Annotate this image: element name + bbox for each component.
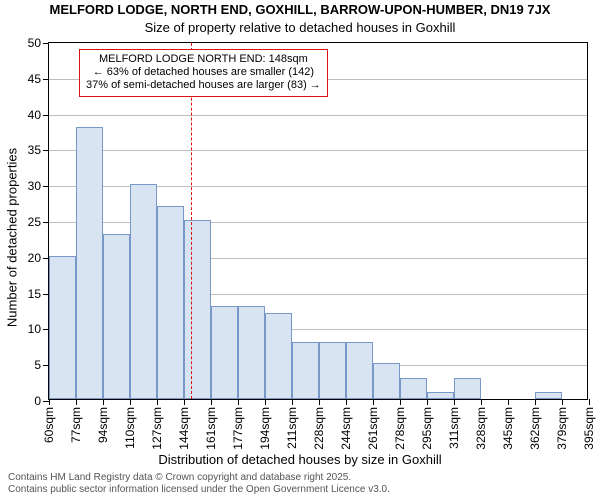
y-tick-label: 10 bbox=[28, 322, 41, 336]
histogram-bar bbox=[265, 313, 292, 399]
x-tick bbox=[589, 399, 590, 405]
x-tick-label: 362sqm bbox=[528, 407, 542, 450]
chart-title-line1: MELFORD LODGE, NORTH END, GOXHILL, BARRO… bbox=[0, 2, 600, 17]
y-tick bbox=[43, 186, 49, 187]
y-axis-label-wrap: Number of detached properties bbox=[2, 0, 18, 500]
x-tick bbox=[481, 399, 482, 405]
x-tick bbox=[76, 399, 77, 405]
footer-line1: Contains HM Land Registry data © Crown c… bbox=[8, 472, 390, 484]
x-tick-label: 177sqm bbox=[231, 407, 245, 450]
y-tick-label: 40 bbox=[28, 108, 41, 122]
x-tick bbox=[265, 399, 266, 405]
histogram-bar bbox=[535, 392, 562, 399]
histogram-bar bbox=[238, 306, 265, 399]
x-tick bbox=[157, 399, 158, 405]
gridline-h bbox=[49, 115, 587, 116]
x-tick-label: 345sqm bbox=[501, 407, 515, 450]
y-tick-label: 0 bbox=[34, 394, 41, 408]
x-tick bbox=[454, 399, 455, 405]
histogram-bar bbox=[346, 342, 373, 399]
y-tick-label: 45 bbox=[28, 72, 41, 86]
x-tick bbox=[319, 399, 320, 405]
plot-area: 0510152025303540455060sqm77sqm94sqm110sq… bbox=[48, 42, 588, 400]
x-tick-label: 94sqm bbox=[96, 407, 110, 443]
x-tick-label: 228sqm bbox=[312, 407, 326, 450]
y-tick bbox=[43, 150, 49, 151]
x-tick-label: 194sqm bbox=[258, 407, 272, 450]
x-tick-label: 328sqm bbox=[474, 407, 488, 450]
y-tick-label: 50 bbox=[28, 36, 41, 50]
footer-attribution: Contains HM Land Registry data © Crown c… bbox=[8, 472, 390, 496]
x-tick-label: 161sqm bbox=[204, 407, 218, 450]
annotation-line: 37% of semi-detached houses are larger (… bbox=[86, 79, 321, 92]
histogram-bar bbox=[427, 392, 454, 399]
x-tick bbox=[535, 399, 536, 405]
x-tick bbox=[211, 399, 212, 405]
y-tick bbox=[43, 79, 49, 80]
histogram-bar bbox=[454, 378, 481, 399]
x-tick-label: 211sqm bbox=[285, 407, 299, 449]
x-tick bbox=[346, 399, 347, 405]
histogram-bar bbox=[103, 234, 130, 399]
x-tick bbox=[49, 399, 50, 405]
histogram-bar bbox=[292, 342, 319, 399]
x-tick-label: 244sqm bbox=[339, 407, 353, 450]
x-tick-label: 311sqm bbox=[447, 407, 461, 449]
histogram-bar bbox=[184, 220, 211, 399]
x-tick-label: 60sqm bbox=[42, 407, 56, 443]
footer-line2: Contains public sector information licen… bbox=[8, 484, 390, 496]
x-tick-label: 261sqm bbox=[366, 407, 380, 450]
histogram-bar bbox=[319, 342, 346, 399]
x-tick bbox=[373, 399, 374, 405]
histogram-bar bbox=[130, 184, 157, 399]
annotation-line: MELFORD LODGE NORTH END: 148sqm bbox=[86, 53, 321, 66]
x-tick-label: 144sqm bbox=[177, 407, 191, 450]
y-tick bbox=[43, 115, 49, 116]
x-tick bbox=[184, 399, 185, 405]
y-tick-label: 5 bbox=[34, 358, 41, 372]
x-tick bbox=[103, 399, 104, 405]
x-tick-label: 395sqm bbox=[582, 407, 596, 450]
histogram-bar bbox=[49, 256, 76, 399]
x-tick-label: 295sqm bbox=[420, 407, 434, 450]
y-tick-label: 20 bbox=[28, 251, 41, 265]
histogram-bar bbox=[373, 363, 400, 399]
x-tick bbox=[427, 399, 428, 405]
x-axis-label: Distribution of detached houses by size … bbox=[0, 452, 600, 467]
histogram-bar bbox=[211, 306, 238, 399]
x-tick bbox=[292, 399, 293, 405]
annotation-line: ← 63% of detached houses are smaller (14… bbox=[86, 66, 321, 79]
y-axis-label: Number of detached properties bbox=[5, 108, 20, 368]
x-tick bbox=[508, 399, 509, 405]
x-tick bbox=[238, 399, 239, 405]
chart-title-line2: Size of property relative to detached ho… bbox=[0, 20, 600, 35]
x-tick bbox=[400, 399, 401, 405]
x-tick bbox=[562, 399, 563, 405]
x-tick-label: 278sqm bbox=[393, 407, 407, 450]
y-tick-label: 30 bbox=[28, 179, 41, 193]
y-tick-label: 15 bbox=[28, 287, 41, 301]
x-tick-label: 110sqm bbox=[123, 407, 137, 449]
x-tick bbox=[130, 399, 131, 405]
histogram-bar bbox=[400, 378, 427, 399]
y-tick-label: 25 bbox=[28, 215, 41, 229]
annotation-box: MELFORD LODGE NORTH END: 148sqm← 63% of … bbox=[79, 49, 328, 97]
histogram-bar bbox=[157, 206, 184, 399]
y-tick-label: 35 bbox=[28, 143, 41, 157]
y-tick bbox=[43, 43, 49, 44]
x-tick-label: 379sqm bbox=[555, 407, 569, 450]
histogram-bar bbox=[76, 127, 103, 399]
x-tick-label: 77sqm bbox=[69, 407, 83, 443]
x-tick-label: 127sqm bbox=[150, 407, 164, 450]
gridline-h bbox=[49, 150, 587, 151]
y-tick bbox=[43, 222, 49, 223]
